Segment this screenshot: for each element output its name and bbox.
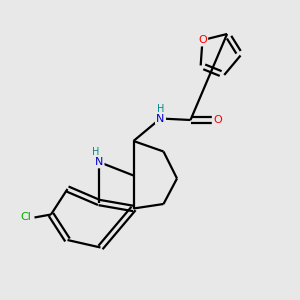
Text: N: N xyxy=(156,113,165,124)
Text: H: H xyxy=(92,147,99,158)
Text: Cl: Cl xyxy=(21,212,32,223)
Text: N: N xyxy=(95,157,103,167)
Text: H: H xyxy=(157,104,164,114)
Text: O: O xyxy=(213,115,222,125)
Text: O: O xyxy=(198,35,207,45)
